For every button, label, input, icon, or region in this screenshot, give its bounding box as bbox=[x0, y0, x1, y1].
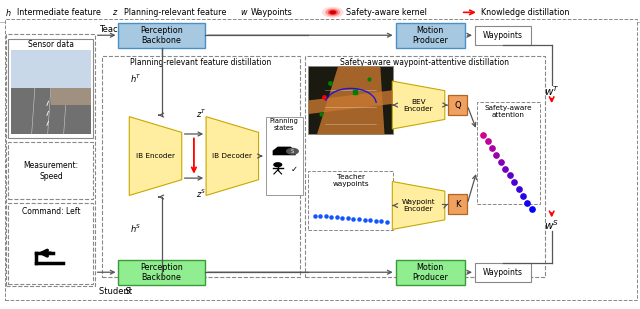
Text: $h$: $h$ bbox=[5, 7, 12, 18]
Text: S: S bbox=[291, 149, 294, 154]
Circle shape bbox=[287, 149, 298, 154]
Text: IB Decoder: IB Decoder bbox=[212, 153, 252, 159]
FancyBboxPatch shape bbox=[118, 23, 205, 48]
Text: Motion
Producer: Motion Producer bbox=[412, 263, 448, 282]
Text: Safety-aware waypoint-attentive distillation: Safety-aware waypoint-attentive distilla… bbox=[340, 58, 509, 67]
Point bbox=[371, 218, 381, 223]
FancyBboxPatch shape bbox=[51, 88, 91, 104]
Text: $w$: $w$ bbox=[240, 8, 248, 17]
Text: $h^T$: $h^T$ bbox=[130, 73, 141, 85]
FancyBboxPatch shape bbox=[8, 39, 93, 138]
FancyBboxPatch shape bbox=[475, 26, 531, 45]
Circle shape bbox=[326, 9, 340, 16]
Text: K: K bbox=[455, 200, 460, 209]
Circle shape bbox=[328, 10, 337, 15]
FancyBboxPatch shape bbox=[308, 66, 393, 134]
Point bbox=[376, 219, 386, 224]
Text: Perception
Backbone: Perception Backbone bbox=[140, 26, 183, 45]
FancyBboxPatch shape bbox=[6, 34, 95, 286]
Text: IB Encoder: IB Encoder bbox=[136, 153, 175, 159]
Text: Planning-relevant feature: Planning-relevant feature bbox=[124, 8, 226, 17]
Polygon shape bbox=[317, 66, 385, 134]
Text: Planning-relevant feature distillation: Planning-relevant feature distillation bbox=[131, 58, 271, 67]
Text: Intermediate feature: Intermediate feature bbox=[17, 8, 100, 17]
FancyBboxPatch shape bbox=[8, 203, 93, 284]
FancyBboxPatch shape bbox=[266, 117, 303, 195]
Text: ✓: ✓ bbox=[291, 164, 297, 174]
Polygon shape bbox=[206, 116, 259, 196]
Text: Planning
states: Planning states bbox=[269, 118, 299, 131]
Point bbox=[337, 215, 348, 220]
FancyBboxPatch shape bbox=[11, 50, 91, 88]
FancyBboxPatch shape bbox=[475, 263, 531, 282]
Text: Knowledge distillation: Knowledge distillation bbox=[481, 8, 570, 17]
Text: $h^S$: $h^S$ bbox=[130, 223, 141, 235]
FancyBboxPatch shape bbox=[448, 194, 467, 214]
FancyBboxPatch shape bbox=[396, 260, 465, 285]
Polygon shape bbox=[392, 81, 445, 129]
FancyBboxPatch shape bbox=[5, 19, 637, 300]
Point bbox=[343, 216, 353, 221]
Polygon shape bbox=[129, 116, 182, 196]
Text: S: S bbox=[125, 286, 131, 296]
Text: Student: Student bbox=[99, 286, 135, 296]
Point bbox=[310, 213, 320, 218]
FancyBboxPatch shape bbox=[305, 56, 545, 277]
FancyBboxPatch shape bbox=[448, 95, 467, 115]
FancyBboxPatch shape bbox=[102, 56, 300, 277]
FancyBboxPatch shape bbox=[8, 142, 93, 199]
Point bbox=[365, 218, 375, 223]
Point bbox=[316, 214, 326, 218]
Text: BEV
Encoder: BEV Encoder bbox=[404, 99, 433, 112]
Text: Teacher
waypoints: Teacher waypoints bbox=[332, 174, 369, 187]
FancyBboxPatch shape bbox=[11, 88, 91, 134]
Text: Measurement:: Measurement: bbox=[23, 161, 79, 170]
Point bbox=[332, 215, 342, 220]
Text: Teacher: Teacher bbox=[99, 24, 134, 34]
Text: Safety-aware kernel: Safety-aware kernel bbox=[346, 8, 426, 17]
Text: Safety-aware
attention: Safety-aware attention bbox=[484, 105, 532, 118]
Point bbox=[381, 219, 392, 224]
Text: Waypoints: Waypoints bbox=[250, 8, 292, 17]
Text: Waypoint
Encoder: Waypoint Encoder bbox=[402, 199, 435, 212]
FancyBboxPatch shape bbox=[396, 23, 465, 48]
Text: $z^S$: $z^S$ bbox=[196, 188, 207, 200]
Polygon shape bbox=[392, 182, 445, 229]
Circle shape bbox=[330, 11, 335, 14]
Text: Perception
Backbone: Perception Backbone bbox=[140, 263, 183, 282]
FancyBboxPatch shape bbox=[308, 171, 393, 230]
Text: Command: Left: Command: Left bbox=[22, 207, 80, 217]
Point bbox=[354, 217, 364, 222]
Text: Motion
Producer: Motion Producer bbox=[412, 26, 448, 45]
Point bbox=[321, 214, 331, 219]
Text: $z$: $z$ bbox=[112, 8, 118, 17]
Text: Sensor data: Sensor data bbox=[28, 40, 74, 49]
Point bbox=[360, 217, 370, 222]
Text: Waypoints: Waypoints bbox=[483, 268, 523, 277]
FancyBboxPatch shape bbox=[477, 102, 540, 204]
Text: T: T bbox=[126, 24, 132, 34]
Polygon shape bbox=[308, 90, 393, 114]
Point bbox=[348, 216, 358, 221]
Text: $z^T$: $z^T$ bbox=[196, 108, 207, 120]
Circle shape bbox=[274, 163, 282, 167]
Text: $w^T$: $w^T$ bbox=[544, 84, 559, 98]
FancyBboxPatch shape bbox=[118, 260, 205, 285]
Text: Waypoints: Waypoints bbox=[483, 31, 523, 40]
Point bbox=[326, 214, 337, 219]
Circle shape bbox=[323, 7, 343, 17]
Text: Q: Q bbox=[454, 101, 461, 110]
Polygon shape bbox=[273, 146, 296, 155]
Text: Speed: Speed bbox=[39, 172, 63, 181]
Text: $w^S$: $w^S$ bbox=[544, 218, 559, 232]
